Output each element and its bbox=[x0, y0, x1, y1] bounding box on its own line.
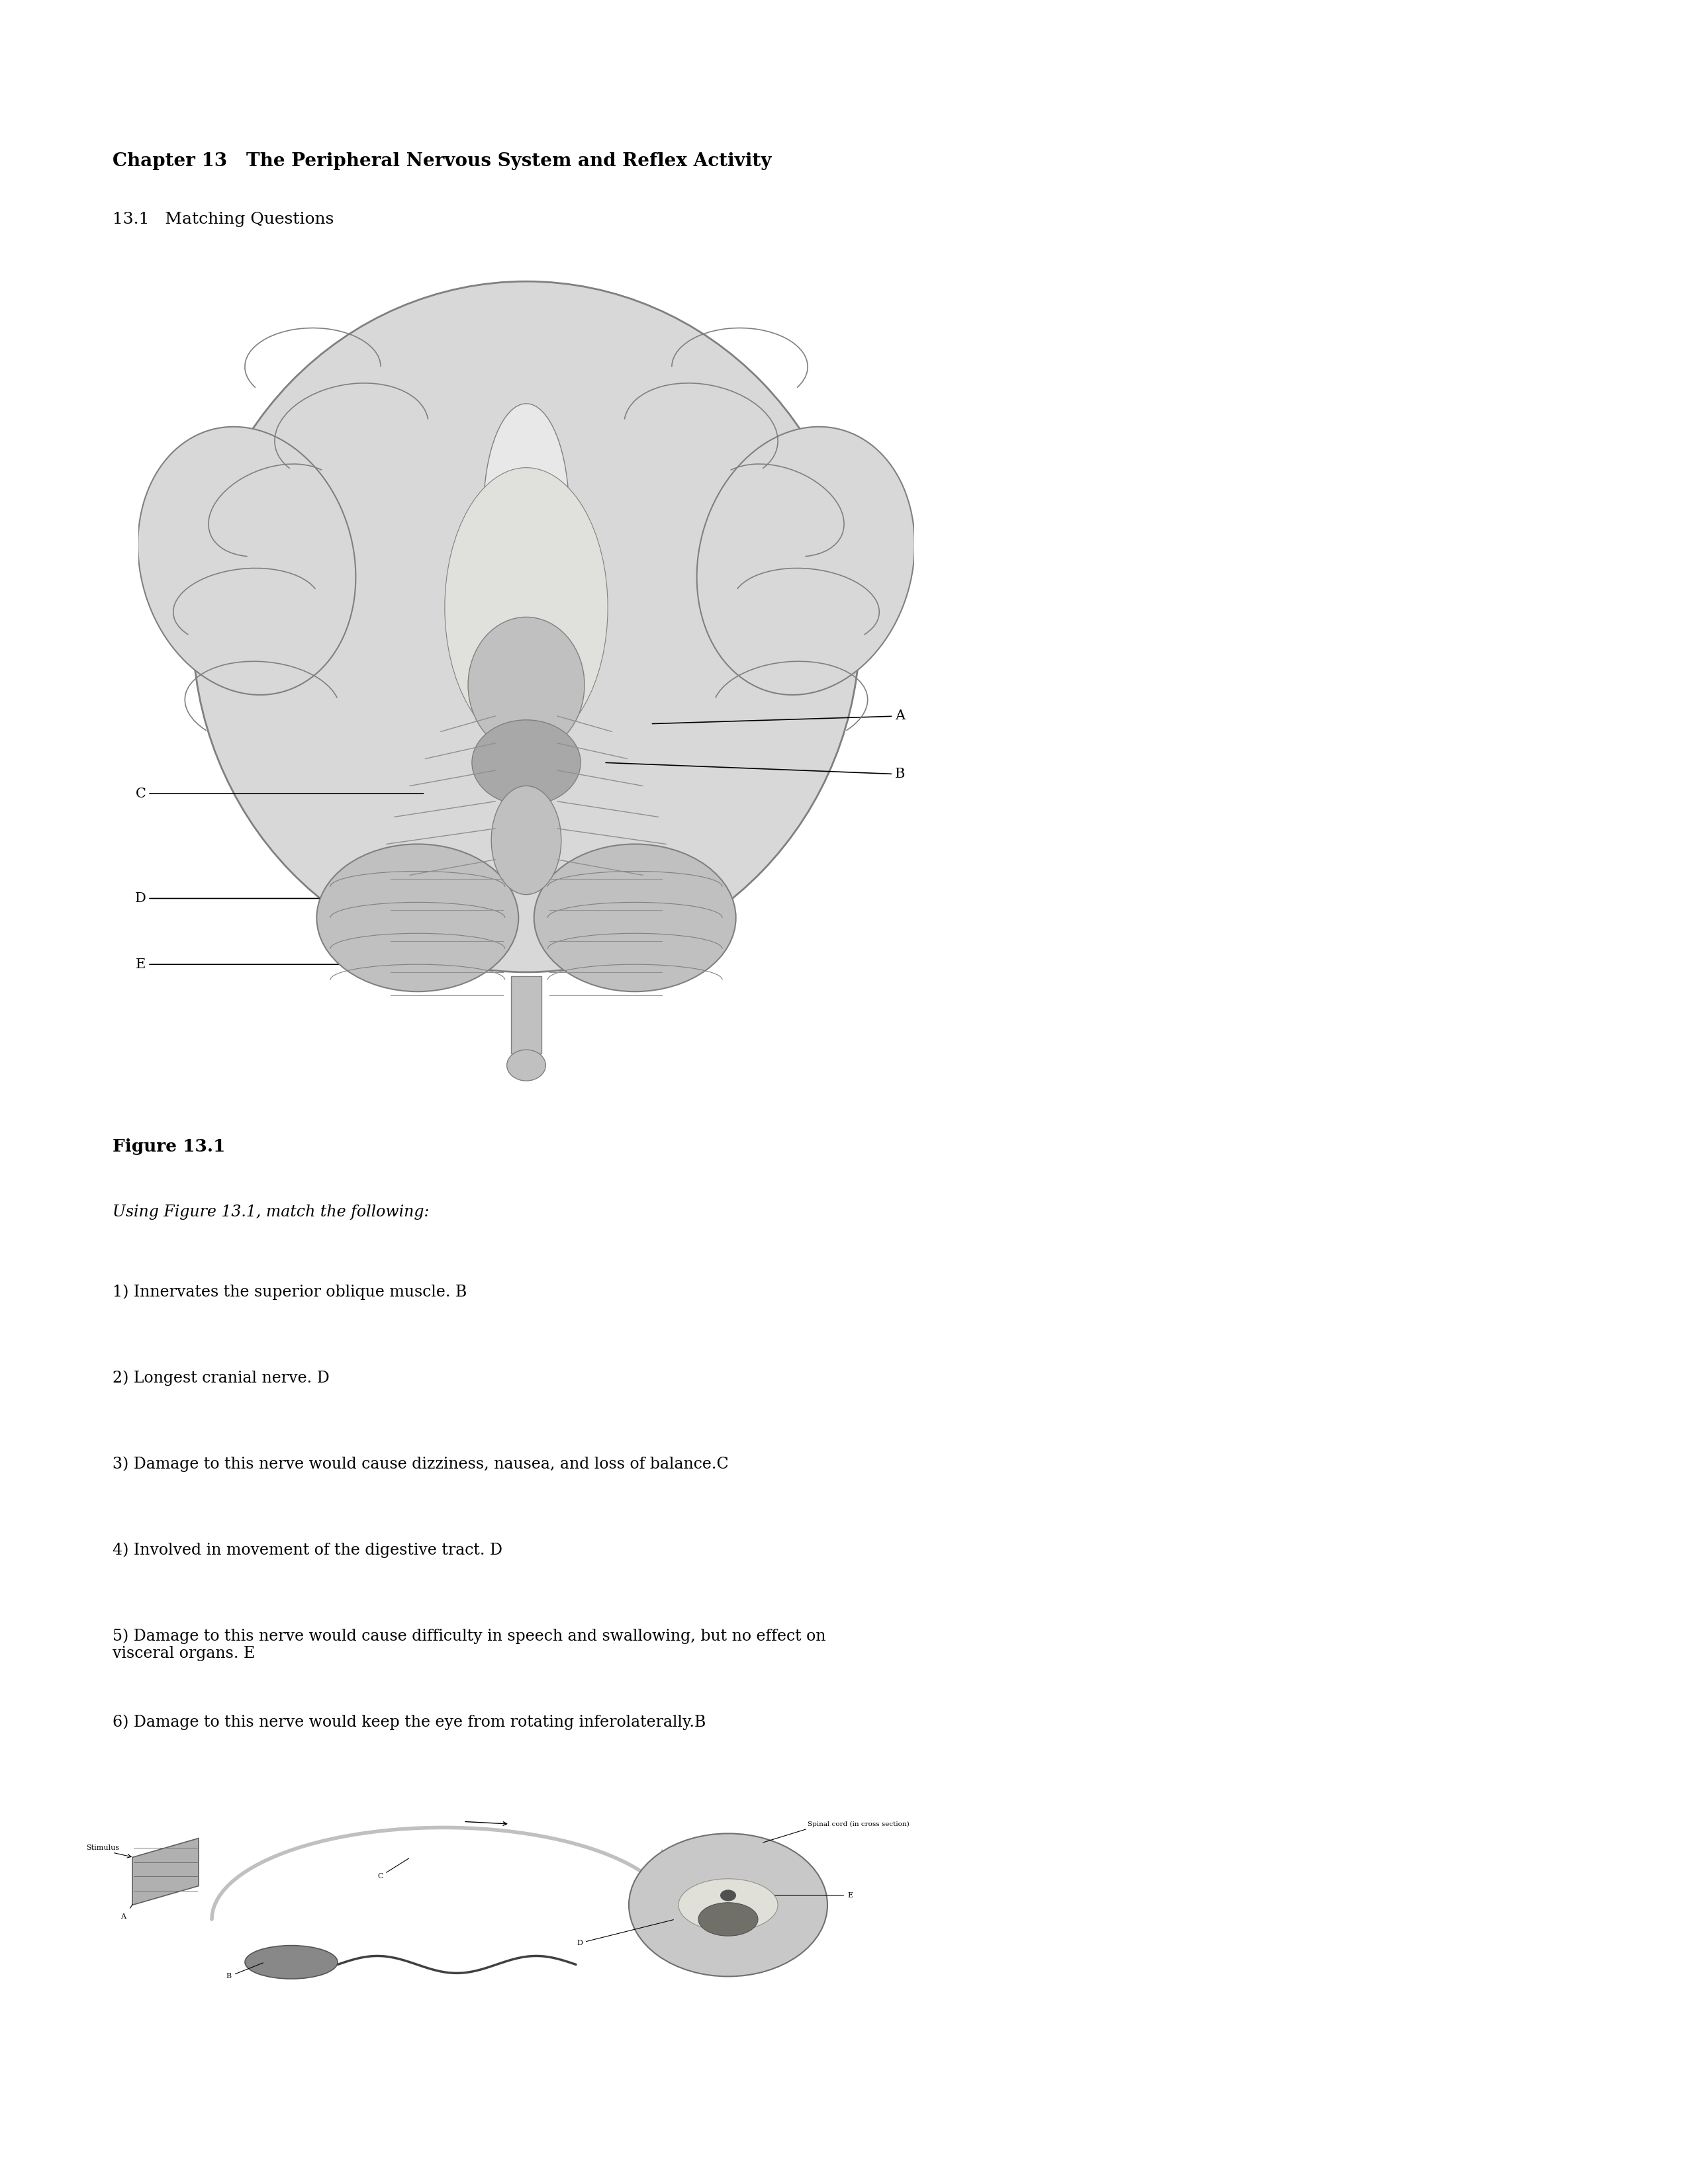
Ellipse shape bbox=[473, 721, 581, 806]
Text: D: D bbox=[135, 891, 430, 904]
Text: E: E bbox=[135, 959, 439, 970]
Ellipse shape bbox=[317, 843, 518, 992]
Ellipse shape bbox=[444, 467, 608, 747]
Ellipse shape bbox=[138, 426, 356, 695]
Text: 5) Damage to this nerve would cause difficulty in speech and swallowing, but no : 5) Damage to this nerve would cause diff… bbox=[113, 1627, 825, 1662]
Ellipse shape bbox=[245, 1946, 338, 1979]
Ellipse shape bbox=[192, 282, 861, 972]
Text: 4) Involved in movement of the digestive tract. D: 4) Involved in movement of the digestive… bbox=[113, 1542, 503, 1557]
Polygon shape bbox=[132, 1839, 199, 1904]
Circle shape bbox=[721, 1889, 736, 1900]
Text: E: E bbox=[763, 1891, 852, 1898]
Text: 2) Longest cranial nerve. D: 2) Longest cranial nerve. D bbox=[113, 1369, 329, 1385]
Circle shape bbox=[630, 1835, 827, 1977]
Text: 3) Damage to this nerve would cause dizziness, nausea, and loss of balance.C: 3) Damage to this nerve would cause dizz… bbox=[113, 1457, 729, 1472]
Text: A: A bbox=[120, 1913, 127, 1920]
Ellipse shape bbox=[491, 786, 560, 895]
Text: 1) Innervates the superior oblique muscle. B: 1) Innervates the superior oblique muscl… bbox=[113, 1284, 468, 1299]
Text: Figure 13.1: Figure 13.1 bbox=[113, 1138, 225, 1155]
Ellipse shape bbox=[468, 618, 584, 753]
Ellipse shape bbox=[483, 404, 569, 618]
Bar bbox=[511, 976, 542, 1053]
Text: B: B bbox=[226, 1963, 263, 1979]
Text: 13.1   Matching Questions: 13.1 Matching Questions bbox=[113, 212, 334, 227]
Ellipse shape bbox=[506, 1051, 545, 1081]
Text: C: C bbox=[378, 1859, 408, 1880]
Text: B: B bbox=[606, 762, 905, 780]
Text: 6) Damage to this nerve would keep the eye from rotating inferolaterally.B: 6) Damage to this nerve would keep the e… bbox=[113, 1714, 706, 1730]
Ellipse shape bbox=[533, 843, 736, 992]
Text: C: C bbox=[135, 788, 424, 799]
Text: Chapter 13   The Peripheral Nervous System and Reflex Activity: Chapter 13 The Peripheral Nervous System… bbox=[113, 153, 771, 170]
Text: D: D bbox=[577, 1920, 674, 1946]
Ellipse shape bbox=[699, 1902, 758, 1935]
Ellipse shape bbox=[679, 1878, 778, 1931]
Ellipse shape bbox=[697, 426, 915, 695]
Text: A: A bbox=[652, 710, 905, 723]
Text: Stimulus: Stimulus bbox=[86, 1845, 120, 1852]
Text: Spinal cord (in cross section): Spinal cord (in cross section) bbox=[807, 1821, 910, 1828]
Text: Using Figure 13.1, match the following:: Using Figure 13.1, match the following: bbox=[113, 1206, 429, 1219]
